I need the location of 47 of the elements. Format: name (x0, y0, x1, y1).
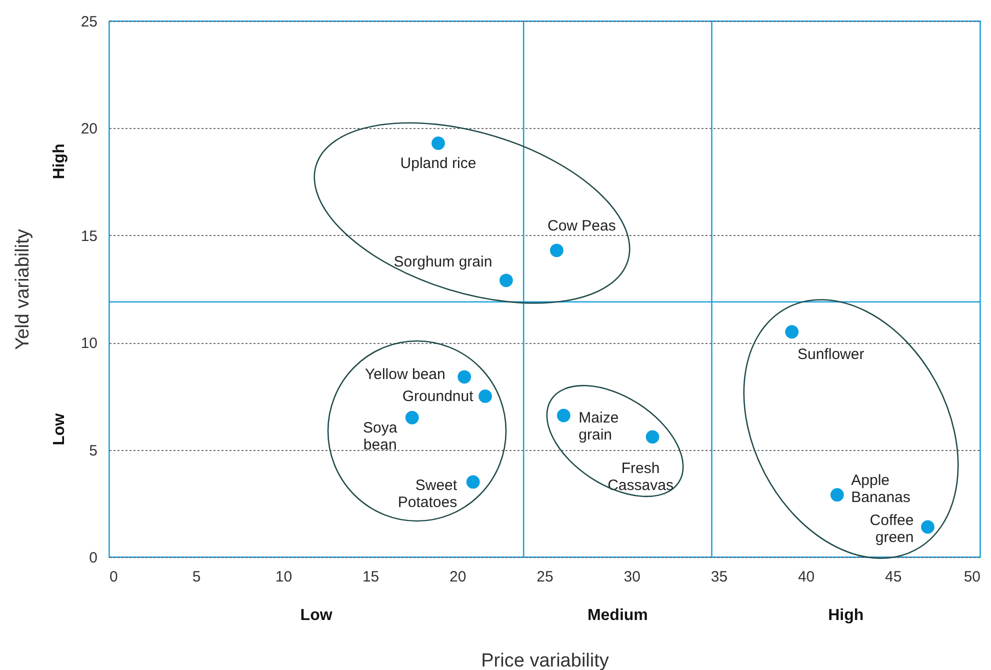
series-label: Sweet Potatoes (398, 476, 458, 511)
series-label: Cow Peas (548, 217, 616, 234)
text: Low (300, 607, 333, 624)
y-tick-label: 10 (80, 335, 98, 352)
point (466, 475, 480, 489)
y-tick-label: 25 (80, 14, 98, 30)
text: Medium (587, 607, 648, 624)
x-tick-label: 35 (710, 568, 728, 586)
y-tick-label: 15 (80, 228, 98, 245)
x-tick-label: 30 (624, 568, 640, 586)
x-tick-label: 25 (536, 568, 554, 586)
series-label: Maize grain (578, 409, 619, 444)
point (550, 244, 564, 258)
series-label: Yellow bean (365, 366, 446, 383)
point (499, 274, 513, 288)
text: High (51, 144, 68, 180)
series-label: Coffee green (870, 512, 914, 546)
text: Low (51, 412, 68, 446)
point (405, 410, 419, 424)
x-tick-label: 45 (885, 568, 902, 586)
x-tick-label: 15 (362, 568, 380, 586)
x-tick-label: 20 (450, 568, 466, 586)
point (458, 370, 472, 384)
series-label: Apple Bananas (851, 472, 910, 506)
series-label: Sorghum grain (394, 253, 492, 270)
x-tick-label: 0 (110, 568, 118, 586)
point (921, 520, 934, 534)
y-tick-label: 20 (80, 120, 98, 138)
series-label: Groundnut (402, 388, 474, 406)
x-tick-label: 5 (192, 568, 201, 586)
point (556, 408, 570, 422)
series-label: Sunflower (798, 346, 864, 363)
y-tick-label: 5 (89, 442, 98, 460)
series-label: Soya bean (363, 420, 398, 454)
series-label: Fresh Cassavas (608, 460, 674, 494)
point (432, 136, 445, 150)
x-tick-label: 40 (798, 568, 815, 586)
text: High (828, 607, 864, 624)
x-tick-label: 10 (275, 568, 292, 586)
point (785, 325, 799, 339)
point (646, 430, 660, 444)
x-tick-label: 50 (964, 568, 980, 586)
y-tick-label: 0 (89, 550, 98, 566)
series-label: Upland rice (400, 155, 476, 172)
point (830, 488, 844, 502)
y-axis-title: Yeld variability (12, 228, 34, 350)
point (478, 390, 492, 403)
